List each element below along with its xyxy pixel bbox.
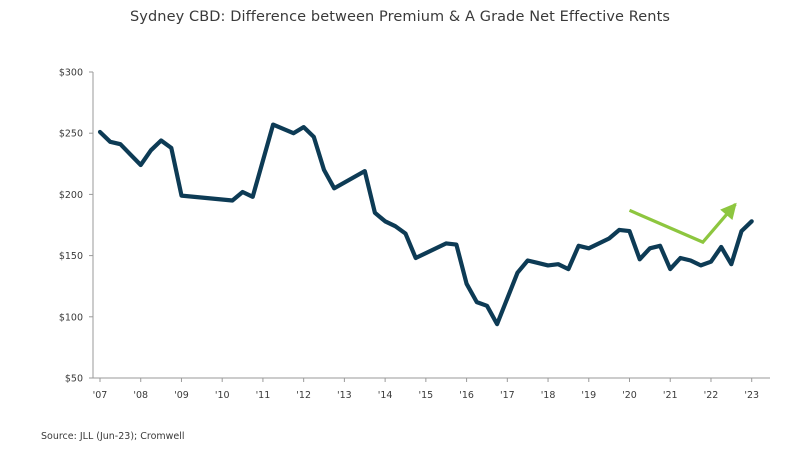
x-tick-label: '18 bbox=[541, 390, 556, 401]
trend-arrow-head bbox=[720, 202, 737, 220]
y-axis-ticks: $50 $100 $150 $200 $250 $300 bbox=[59, 68, 93, 385]
x-tick-label: '19 bbox=[581, 390, 596, 401]
y-tick-label: $50 bbox=[65, 374, 83, 385]
x-tick-label: '07 bbox=[93, 390, 108, 401]
x-tick-label: '09 bbox=[174, 390, 189, 401]
trend-arrow-shaft bbox=[628, 203, 737, 245]
y-tick-label: $250 bbox=[59, 129, 83, 140]
x-tick-label: '10 bbox=[215, 390, 230, 401]
y-tick-label: $300 bbox=[59, 68, 83, 79]
x-tick-label: '15 bbox=[419, 390, 434, 401]
x-tick-label: '13 bbox=[337, 390, 352, 401]
x-axis-ticks: '07 '08 '09 '10 '11 '12 '13 '14 '15 '16 '17 '18 '19 '… bbox=[93, 378, 759, 401]
source-note: Source: JLL (Jun-23); Cromwell bbox=[41, 431, 185, 442]
x-tick-label: '16 bbox=[459, 390, 474, 401]
x-tick-label: '14 bbox=[378, 390, 393, 401]
x-tick-label: '11 bbox=[256, 390, 271, 401]
chart-title: Sydney CBD: Difference between Premium &… bbox=[129, 9, 671, 25]
x-tick-label: '08 bbox=[133, 390, 148, 401]
series-line bbox=[97, 122, 754, 327]
y-tick-label: $150 bbox=[59, 251, 83, 262]
x-tick-label: '21 bbox=[663, 390, 678, 401]
y-tick-label: $200 bbox=[59, 190, 83, 201]
x-tick-label: '22 bbox=[704, 390, 719, 401]
x-tick-label: '23 bbox=[744, 390, 759, 401]
x-tick-label: '17 bbox=[500, 390, 515, 401]
x-tick-label: '20 bbox=[622, 390, 637, 401]
trend-arrow bbox=[628, 202, 737, 245]
x-tick-label: '12 bbox=[296, 390, 311, 401]
y-tick-label: $100 bbox=[59, 312, 83, 323]
